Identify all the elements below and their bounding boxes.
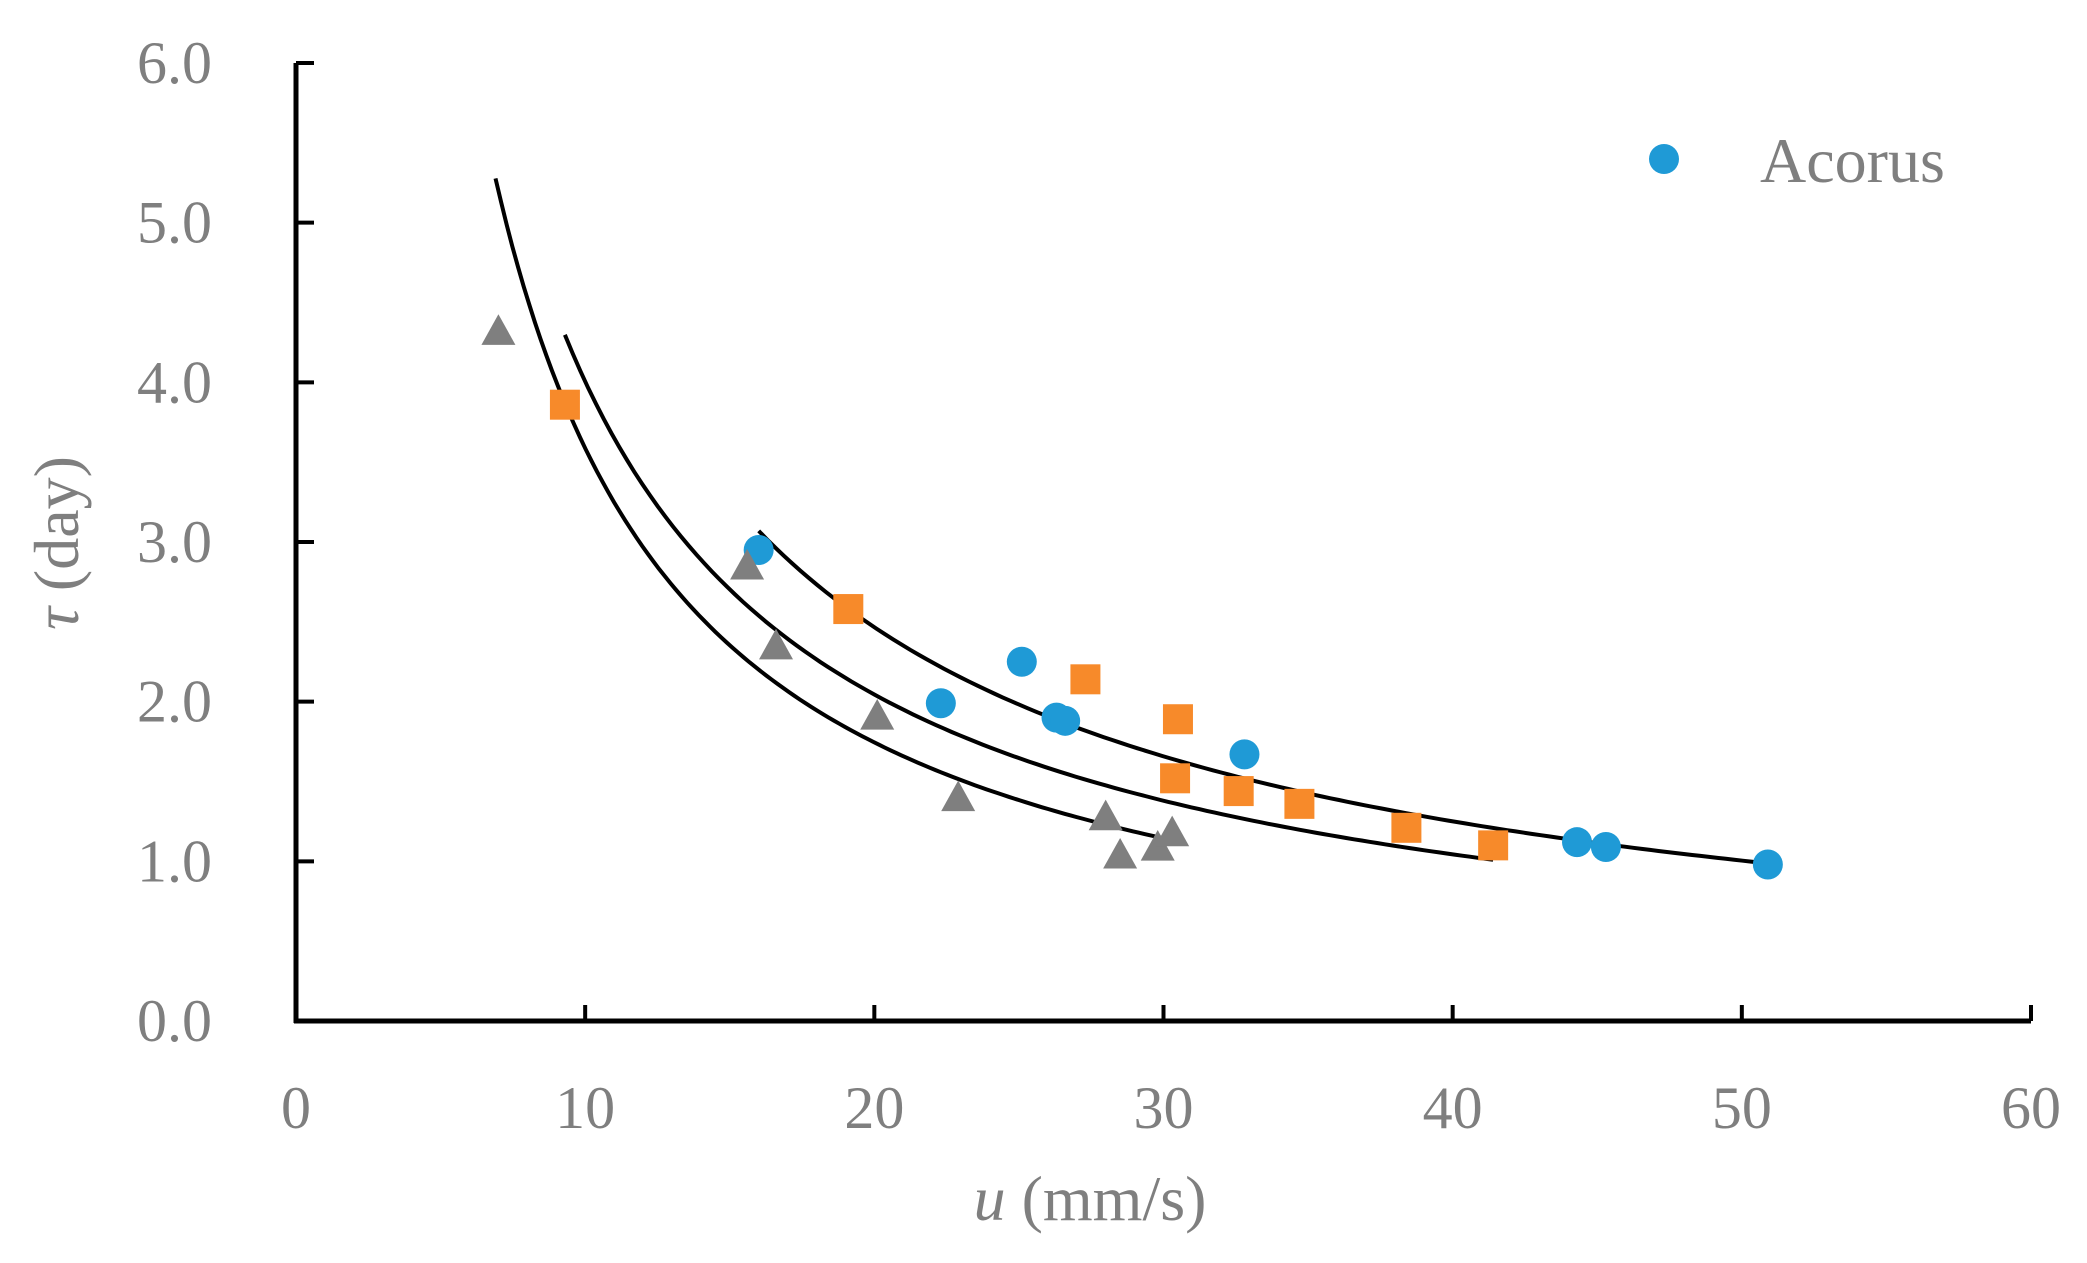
- y-axis-title: τ (day): [21, 456, 92, 630]
- data-point-triangle: [941, 780, 976, 812]
- x-axis-variable: u: [974, 1163, 1006, 1234]
- data-point-triangle: [860, 699, 895, 730]
- legend-marker-acorus: [1649, 144, 1679, 174]
- x-tick-label: 60: [2001, 1075, 2061, 1141]
- data-point-square: [549, 389, 580, 420]
- data-point-triangle: [730, 548, 765, 580]
- x-tick-label: 10: [555, 1075, 615, 1141]
- y-tick-label: 5.0: [137, 190, 212, 256]
- data-point-circle: [1590, 831, 1621, 862]
- data-point-circle: [1229, 739, 1260, 770]
- trendline-fit-square: [563, 334, 1494, 862]
- data-points: [481, 314, 1783, 880]
- x-tick-label: 40: [1423, 1075, 1483, 1141]
- legend-label-acorus: Acorus: [1760, 125, 1945, 196]
- data-point-square: [1070, 664, 1101, 695]
- data-point-triangle: [481, 314, 516, 345]
- data-point-circle: [1562, 827, 1593, 858]
- data-point-square: [1284, 788, 1315, 819]
- y-tick-label: 6.0: [137, 30, 212, 96]
- y-tick-label: 4.0: [137, 349, 212, 415]
- x-tick-label: 20: [844, 1075, 904, 1141]
- data-point-triangle: [1103, 837, 1138, 869]
- trendline-fit-triangle: [493, 177, 1173, 843]
- y-axis-variable: τ: [21, 605, 92, 630]
- y-tick-label: 1.0: [137, 828, 212, 894]
- data-point-square: [1160, 763, 1191, 794]
- x-tick-label: 30: [1134, 1075, 1194, 1141]
- data-point-square: [1478, 830, 1509, 861]
- data-point-circle: [1006, 646, 1037, 677]
- x-tick-label: 0: [281, 1075, 311, 1141]
- x-axis-unit: (mm/s): [1006, 1163, 1207, 1234]
- data-point-triangle: [759, 628, 794, 660]
- y-tick-label: 2.0: [137, 669, 212, 735]
- data-point-square: [1391, 812, 1422, 843]
- data-point-triangle: [1088, 799, 1123, 831]
- data-point-square: [833, 594, 864, 625]
- data-point-square: [1223, 776, 1254, 807]
- trendline-fit-acorus: [757, 529, 1769, 866]
- data-point-circle: [1752, 849, 1783, 880]
- data-point-square: [1162, 704, 1193, 735]
- x-axis-title: u (mm/s): [974, 1163, 1207, 1234]
- data-point-triangle: [1155, 815, 1190, 847]
- y-tick-label: 0.0: [137, 988, 212, 1054]
- data-point-circle: [1050, 705, 1081, 736]
- trendlines: [493, 177, 1769, 866]
- data-point-circle: [925, 688, 956, 719]
- x-ticks: 0 10 20 30 40 50 60: [281, 1005, 2061, 1141]
- x-tick-label: 50: [1712, 1075, 1772, 1141]
- y-tick-label: 3.0: [137, 509, 212, 575]
- y-axis-unit: (day): [21, 456, 92, 607]
- y-ticks: 0.0 1.0 2.0 3.0 4.0 5.0 6.0: [137, 30, 314, 1054]
- legend: Acorus: [1649, 125, 1945, 196]
